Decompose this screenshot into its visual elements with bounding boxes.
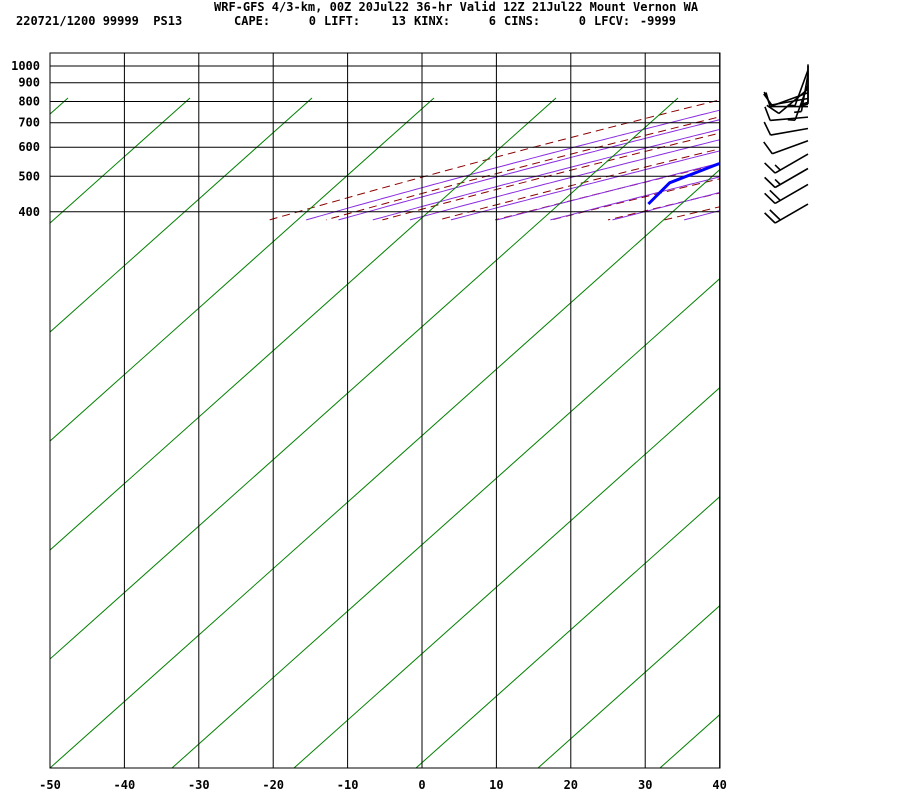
x-tick-label: -50: [39, 778, 61, 792]
wind-barb: [800, 64, 809, 106]
wind-barb: [764, 203, 809, 224]
x-tick-label: 10: [489, 778, 503, 792]
y-tick-label: 1000: [11, 59, 40, 73]
wind-barb: [764, 106, 809, 122]
stat-value-1: 13: [391, 14, 406, 28]
y-tick-label: 800: [18, 94, 40, 108]
x-tick-label: 20: [564, 778, 578, 792]
moist-adiabat: [842, 58, 900, 220]
moist-adiabat: [450, 150, 720, 221]
plot-area: [50, 53, 900, 768]
skew-line: [50, 97, 679, 660]
moist-adiabat: [550, 176, 720, 221]
wind-barb: [763, 121, 809, 136]
stat-label-3: CINS:: [504, 14, 541, 28]
dry-adiabat: [721, 58, 900, 220]
wind-barb: [764, 167, 809, 189]
skew-line: [50, 97, 313, 333]
skew-line: [50, 97, 557, 551]
x-tick-label: 30: [638, 778, 652, 792]
skew-line: [537, 604, 720, 768]
dry-adiabat: [551, 178, 720, 221]
x-tick-label: -30: [188, 778, 210, 792]
moist-adiabat: [496, 162, 720, 221]
x-tick-label: -40: [114, 778, 136, 792]
moist-adiabat: [338, 119, 720, 221]
dry-adiabat: [325, 116, 720, 221]
skew-line: [782, 98, 900, 768]
wind-barb: [764, 153, 809, 174]
skew-line: [415, 495, 720, 768]
chart-header: WRF-GFS 4/3-km, 00Z 20Jul22 36-hr Valid …: [0, 0, 900, 32]
y-tick-label: 700: [18, 116, 40, 130]
dry-adiabat: [777, 58, 900, 220]
station-line: 220721/1200 99999 PS13: [16, 14, 183, 28]
x-tick-label: 0: [418, 778, 425, 792]
stat-value-0: 0: [308, 14, 316, 28]
wind-barb: [787, 69, 809, 107]
dry-adiabat: [438, 148, 720, 221]
x-tick-label: -20: [262, 778, 284, 792]
stat-value-4: -9999: [639, 14, 676, 28]
wind-barb: [764, 183, 809, 205]
moist-adiabat: [372, 128, 720, 221]
stat-value-2: 6: [488, 14, 496, 28]
stat-value-3: 0: [578, 14, 586, 28]
plot-border: [49, 52, 721, 769]
skew-line: [50, 97, 69, 115]
skew-line: [171, 277, 720, 768]
dry-adiabat: [890, 58, 900, 220]
wind-barb: [766, 88, 809, 115]
skew-line: [50, 168, 720, 768]
moist-adiabat: [306, 109, 720, 221]
moist-adiabat: [409, 139, 720, 221]
skew-line: [293, 386, 720, 768]
moist-adiabat: [763, 58, 900, 220]
stat-label-1: LIFT:: [324, 14, 361, 28]
stat-label-2: KINX:: [414, 14, 451, 28]
temperature-profile: [796, 66, 900, 204]
chart-title: WRF-GFS 4/3-km, 00Z 20Jul22 36-hr Valid …: [214, 0, 699, 14]
y-tick-label: 400: [18, 205, 40, 219]
x-tick-label: -10: [337, 778, 359, 792]
stat-label-4: LFCV:: [594, 14, 631, 28]
dry-adiabat: [834, 58, 900, 220]
x-tick-label: 40: [712, 778, 726, 792]
dry-adiabat: [382, 132, 720, 221]
y-tick-label: 600: [18, 140, 40, 154]
skew-line: [50, 97, 435, 442]
y-tick-label: 900: [18, 76, 40, 90]
stat-label-0: CAPE:: [234, 14, 271, 28]
wind-barb: [763, 139, 809, 155]
skew-line: [50, 97, 191, 224]
y-tick-label: 500: [18, 169, 40, 183]
